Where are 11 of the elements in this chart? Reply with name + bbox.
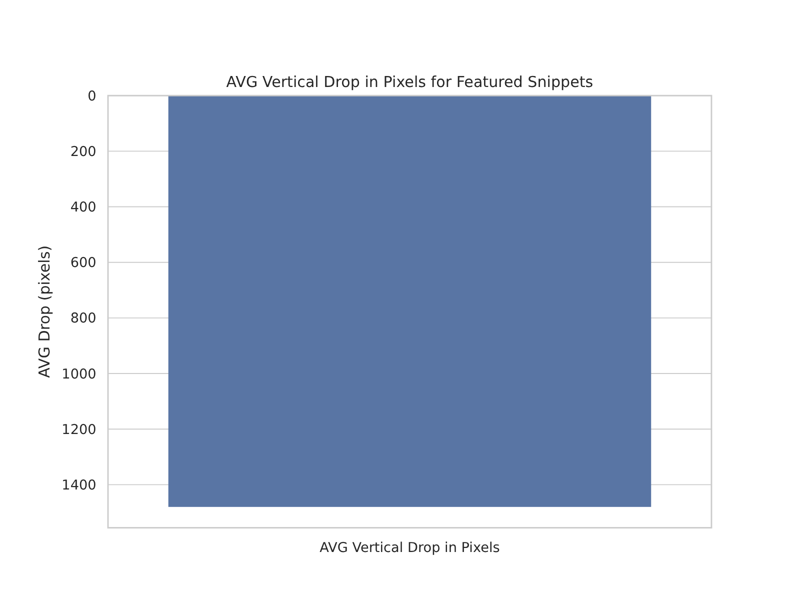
y-axis-title: AVG Drop (pixels) (36, 245, 54, 378)
y-tick-label: 1000 (62, 366, 96, 382)
x-tick-label: AVG Vertical Drop in Pixels (320, 540, 500, 556)
y-tick-label: 1400 (62, 477, 96, 494)
y-tick-label: 200 (70, 144, 96, 160)
y-tick-label: 1200 (62, 422, 96, 438)
y-tick-label: 600 (70, 255, 96, 272)
y-tick-label: 400 (70, 200, 96, 216)
y-tick-label: 800 (70, 310, 96, 327)
y-tick-label: 0 (88, 88, 96, 104)
chart-title: AVG Vertical Drop in Pixels for Featured Snippets (226, 72, 594, 91)
